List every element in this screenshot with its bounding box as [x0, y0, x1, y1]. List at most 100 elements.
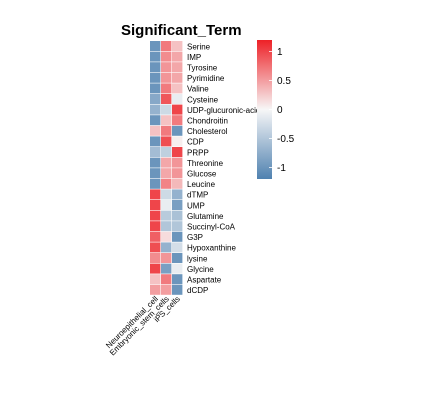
heatmap-cell [150, 200, 161, 210]
heatmap-cell [161, 51, 172, 62]
heatmap-cell [161, 253, 172, 263]
row-label: dCDP [187, 286, 208, 295]
row-label: UDP-glucuronic-acid [187, 106, 260, 115]
heatmap-cell [150, 94, 161, 104]
row-label: Valine [187, 85, 209, 94]
heatmap-cell [172, 210, 183, 221]
heatmap-cell [150, 221, 161, 232]
heatmap-cell [150, 189, 161, 200]
row-label: Leucine [187, 180, 216, 189]
legend-tick-label: -0.5 [277, 134, 295, 145]
column-label: Neuroepithelial_cell [104, 294, 160, 350]
heatmap-cell [172, 253, 183, 263]
heatmap-cell [161, 136, 172, 147]
heatmap-cell [161, 115, 172, 126]
heatmap-cell [161, 178, 172, 189]
heatmap-cell [150, 51, 161, 62]
heatmap-cell [161, 94, 172, 104]
heatmap-cell [172, 274, 183, 285]
heatmap-cell [150, 83, 161, 94]
heatmap-cell [150, 157, 161, 168]
heatmap-cell [161, 72, 172, 83]
heatmap-cell [150, 125, 161, 136]
heatmap-cell [161, 221, 172, 232]
legend-tick-label: 1 [277, 47, 283, 58]
row-label: Tyrosine [187, 64, 218, 73]
heatmap-cell [161, 157, 172, 168]
row-label: Pyrimidine [187, 74, 225, 83]
heatmap-cell [172, 41, 183, 51]
color-legend-bar [257, 40, 272, 179]
heatmap-cell [150, 284, 161, 295]
heatmap-cell [150, 242, 161, 253]
heatmap-cell [172, 168, 183, 179]
heatmap-cell [161, 242, 172, 253]
heatmap-cell [172, 62, 183, 73]
color-legend: 1 0.5 0 -0.5 -1 [257, 40, 295, 179]
row-label: lysine [187, 254, 208, 263]
heatmap-cell [150, 231, 161, 242]
heatmap-cell [161, 62, 172, 73]
heatmap-cell [172, 221, 183, 232]
row-label: Glucose [187, 170, 217, 179]
row-label: Chondroitin [187, 117, 228, 126]
heatmap-cell [172, 263, 183, 274]
column-label: Embryonic_stem_cells [108, 294, 171, 357]
row-label: Serine [187, 42, 211, 51]
heatmap-cell [172, 94, 183, 104]
heatmap-cell [172, 104, 183, 115]
heatmap-cell [161, 147, 172, 157]
heatmap-cell [172, 200, 183, 210]
heatmap-cell [150, 41, 161, 51]
row-label: Glycine [187, 265, 214, 274]
row-label: Glutamine [187, 212, 224, 221]
row-label: Aspartate [187, 276, 222, 285]
heatmap-cell [172, 147, 183, 157]
heatmap-cell [150, 136, 161, 147]
heatmap-cell [150, 263, 161, 274]
row-label: dTMP [187, 191, 208, 200]
heatmap-cell [172, 125, 183, 136]
heatmap-cell [172, 136, 183, 147]
heatmap-cell [150, 72, 161, 83]
legend-tick-label: 0.5 [277, 76, 291, 87]
row-label: G3P [187, 233, 203, 242]
color-legend-ticks: 1 0.5 0 -0.5 -1 [269, 47, 295, 174]
heatmap-cell [161, 284, 172, 295]
legend-tick-label: -1 [277, 163, 286, 174]
heatmap-cell [161, 210, 172, 221]
heatmap-cell [150, 178, 161, 189]
heatmap-cell [150, 147, 161, 157]
legend-tick-label: 0 [277, 105, 283, 116]
heatmap-cell [172, 72, 183, 83]
column-labels: Neuroepithelial_cellEmbryonic_stem_cells… [104, 294, 182, 357]
heatmap-cell [161, 83, 172, 94]
row-label: Cholesterol [187, 127, 228, 136]
row-label: Hypoxanthine [187, 244, 236, 253]
heatmap-cell [150, 253, 161, 263]
heatmap-cell [172, 242, 183, 253]
row-label: PRPP [187, 148, 209, 157]
row-label: IMP [187, 53, 201, 62]
heatmap-cell [161, 125, 172, 136]
heatmap-cell [172, 284, 183, 295]
heatmap-cell [150, 168, 161, 179]
heatmap-cell [150, 274, 161, 285]
row-label: Cysteine [187, 95, 219, 104]
chart-title: Significant_Term [121, 22, 242, 39]
heatmap-cell [172, 83, 183, 94]
heatmap-cell [161, 168, 172, 179]
row-label: CDP [187, 138, 204, 147]
heatmap-cell [161, 231, 172, 242]
heatmap-cell [161, 189, 172, 200]
heatmap-cell [161, 263, 172, 274]
heatmap-cell [172, 189, 183, 200]
heatmap-cell [172, 178, 183, 189]
heatmap-cell [161, 104, 172, 115]
heatmap-cell [150, 210, 161, 221]
row-label: UMP [187, 201, 205, 210]
heatmap-cell [150, 62, 161, 73]
row-label: Succinyl-CoA [187, 223, 236, 232]
